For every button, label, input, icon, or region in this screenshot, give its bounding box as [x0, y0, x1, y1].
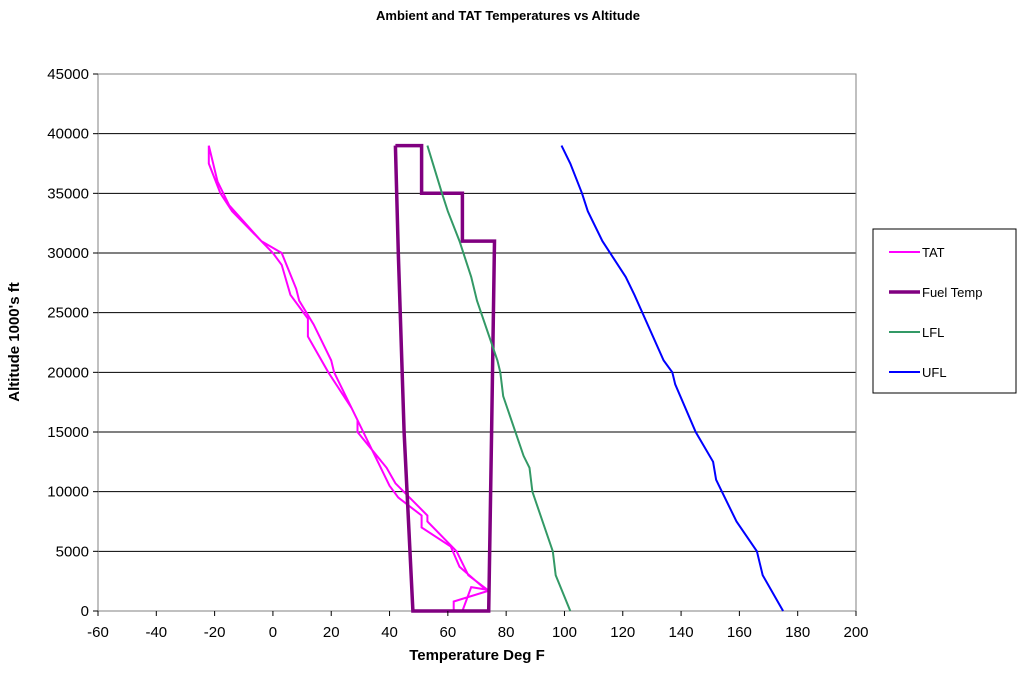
- y-tick-labels: 0 5000 10000 15000 20000 25000 30000 35000 40000…: [47, 66, 98, 620]
- y-tick-label: 15000: [47, 424, 89, 441]
- legend-label: UFL: [922, 365, 947, 380]
- y-tick-label: 20000: [47, 364, 89, 381]
- y-tick-label: 25000: [47, 305, 89, 322]
- x-tick-label: 0: [269, 624, 277, 641]
- series-lines: [207, 143, 784, 613]
- y-tick-label: 0: [81, 603, 89, 620]
- x-tick-label: 100: [552, 624, 577, 641]
- legend-label: LFL: [922, 325, 944, 340]
- y-tick-label: 45000: [47, 66, 89, 83]
- x-tick-label: -20: [204, 624, 226, 641]
- x-tick-label: 160: [727, 624, 752, 641]
- x-axis-title: Temperature Deg F: [409, 647, 545, 664]
- legend-label: TAT: [922, 245, 945, 260]
- y-tick-label: 35000: [47, 185, 89, 202]
- x-tick-labels: -60 -40 -20 0 20 40 60 80 100 120 140 160 180 200: [87, 611, 869, 641]
- x-tick-label: 180: [785, 624, 810, 641]
- x-tick-label: 140: [669, 624, 694, 641]
- x-tick-label: 40: [381, 624, 398, 641]
- y-tick-label: 40000: [47, 126, 89, 143]
- series-line-lfl: [426, 145, 572, 612]
- legend-label: Fuel Temp: [922, 285, 982, 300]
- x-tick-label: -60: [87, 624, 109, 641]
- y-tick-label: 10000: [47, 484, 89, 501]
- y-axis-title: Altitude 1000's ft: [6, 282, 23, 401]
- x-tick-label: 80: [498, 624, 515, 641]
- chart-title: Ambient and TAT Temperatures vs Altitude: [376, 8, 640, 23]
- x-tick-label: 200: [843, 624, 868, 641]
- x-tick-label: 20: [323, 624, 340, 641]
- x-tick-label: -40: [145, 624, 167, 641]
- x-tick-label: 60: [440, 624, 457, 641]
- series-line-fuel-temp: [393, 143, 497, 613]
- y-tick-label: 5000: [56, 543, 89, 560]
- legend-box: [872, 228, 1017, 394]
- y-tick-label: 30000: [47, 245, 89, 262]
- series-line-ufl: [560, 145, 784, 612]
- x-tick-label: 120: [610, 624, 635, 641]
- legend: TAT Fuel Temp LFL UFL: [872, 228, 1017, 394]
